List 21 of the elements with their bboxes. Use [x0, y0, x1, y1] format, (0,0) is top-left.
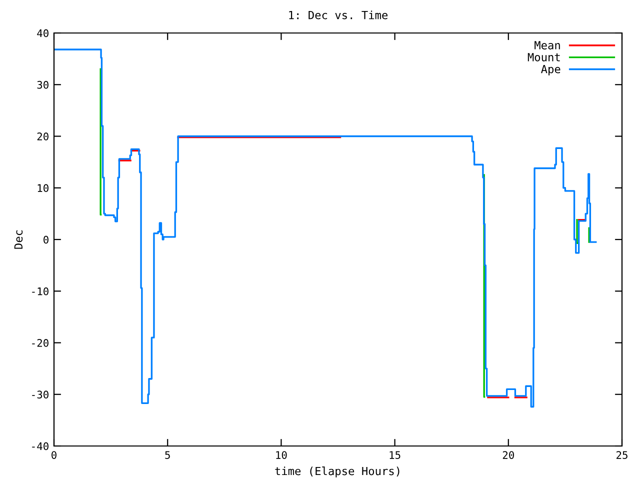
- y-tick-label: -30: [32, 390, 48, 399]
- legend-label: Mean: [534, 41, 560, 50]
- x-tick-label: 25: [616, 451, 628, 459]
- x-tick-label: 5: [165, 451, 170, 459]
- x-tick-label: 10: [276, 451, 287, 459]
- legend-label: Ape: [541, 65, 560, 76]
- x-axis-title: time (Elapse Hours): [275, 466, 400, 478]
- legend-label: Mount: [528, 53, 560, 62]
- y-tick-label: 10: [38, 184, 48, 192]
- x-tick-label: 20: [502, 451, 514, 459]
- y-tick-label: -10: [32, 287, 48, 296]
- y-tick-label: -40: [32, 442, 48, 450]
- y-tick-label: 20: [37, 132, 48, 140]
- x-tick-label: 0: [52, 451, 56, 459]
- y-tick-label: 30: [37, 80, 48, 89]
- y-axis-title: Dec: [14, 230, 23, 249]
- y-tick-label: 40: [37, 29, 48, 38]
- chart-title: 1: Dec vs. Time: [289, 10, 388, 20]
- y-tick-label: 0: [44, 236, 48, 244]
- y-tick-label: -20: [32, 339, 48, 347]
- x-tick-label: 15: [390, 451, 400, 459]
